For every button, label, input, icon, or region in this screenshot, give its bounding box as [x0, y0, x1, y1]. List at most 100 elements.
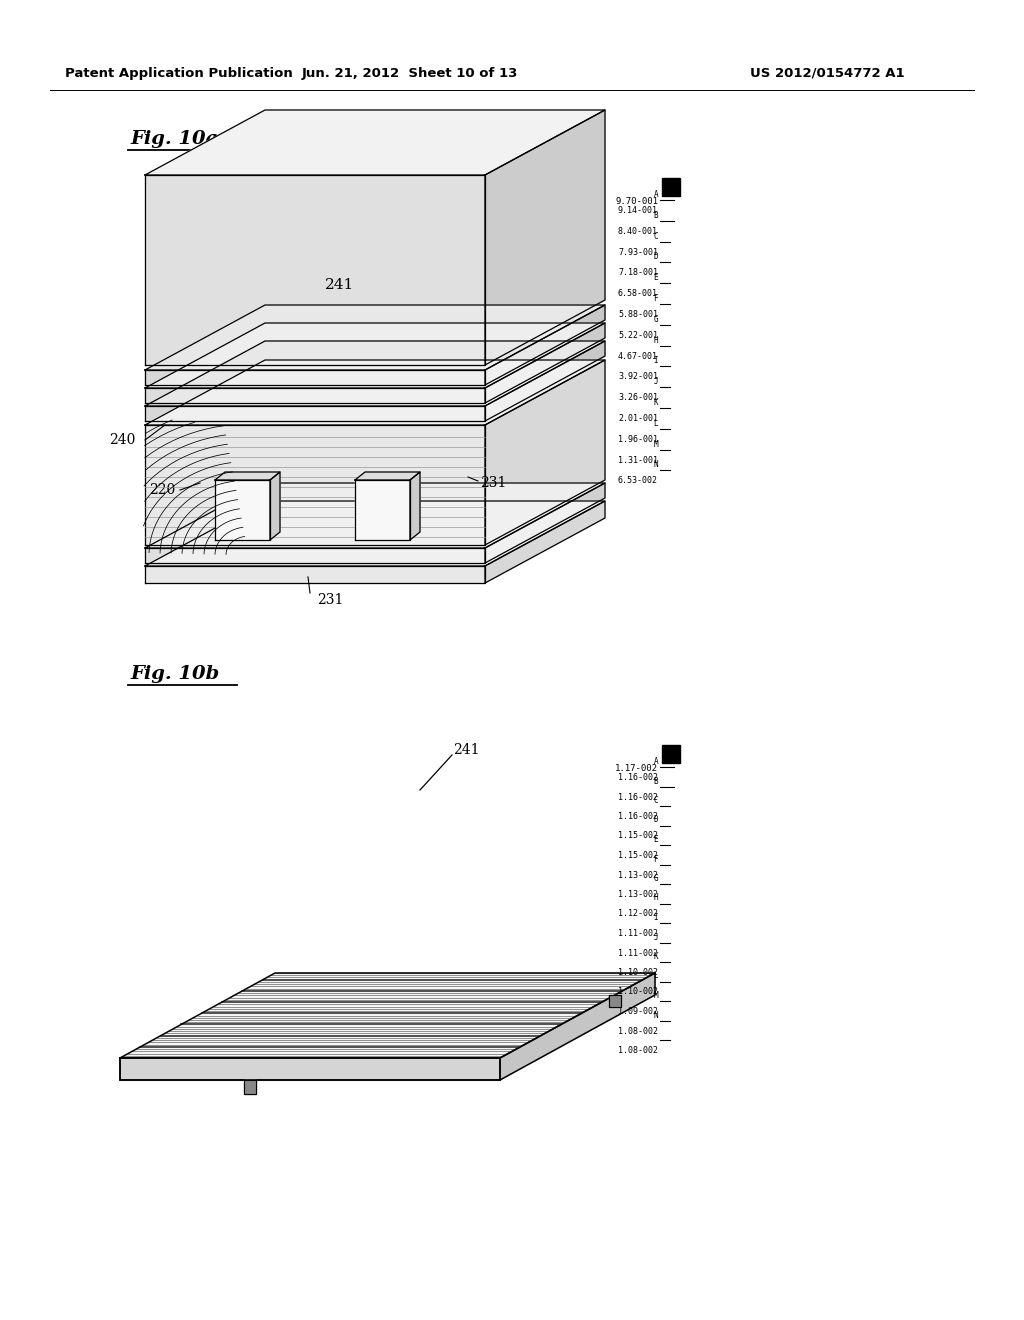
Text: 1.17-002: 1.17-002 [615, 764, 658, 774]
Polygon shape [145, 323, 605, 388]
Polygon shape [145, 425, 485, 545]
Text: C: C [653, 231, 658, 240]
Polygon shape [145, 370, 485, 385]
Polygon shape [120, 973, 655, 1059]
Text: F: F [653, 294, 658, 304]
Text: A: A [653, 756, 658, 766]
Polygon shape [270, 473, 280, 540]
Text: 7.93-001: 7.93-001 [618, 248, 658, 256]
Text: B: B [653, 211, 658, 220]
Text: F: F [653, 854, 658, 863]
Text: 1.15-002: 1.15-002 [618, 851, 658, 861]
Polygon shape [609, 995, 621, 1007]
Text: 1.13-002: 1.13-002 [618, 890, 658, 899]
Polygon shape [145, 407, 485, 421]
Text: 1.11-002: 1.11-002 [618, 949, 658, 957]
Text: 5.88-001: 5.88-001 [618, 310, 658, 319]
Polygon shape [410, 473, 420, 540]
Polygon shape [145, 110, 605, 176]
Text: M: M [653, 440, 658, 449]
Polygon shape [500, 973, 655, 1080]
Text: D: D [653, 816, 658, 825]
Polygon shape [244, 1080, 256, 1094]
Text: K: K [653, 399, 658, 407]
Text: 1.08-002: 1.08-002 [618, 1027, 658, 1035]
Polygon shape [215, 473, 280, 480]
Text: 1.15-002: 1.15-002 [618, 832, 658, 841]
Text: C: C [653, 796, 658, 805]
Text: E: E [653, 836, 658, 843]
Text: 1.16-002: 1.16-002 [618, 812, 658, 821]
Text: H: H [653, 335, 658, 345]
Polygon shape [485, 341, 605, 421]
Text: I: I [653, 356, 658, 366]
Text: 1.11-002: 1.11-002 [618, 929, 658, 939]
Text: 241: 241 [326, 279, 354, 292]
Text: 1.16-002: 1.16-002 [618, 792, 658, 801]
Text: K: K [653, 952, 658, 961]
Text: 8.40-001: 8.40-001 [618, 227, 658, 236]
Text: A: A [653, 190, 658, 199]
Polygon shape [355, 473, 420, 480]
Text: 1.31-001: 1.31-001 [618, 455, 658, 465]
Text: B: B [653, 776, 658, 785]
Text: N: N [653, 461, 658, 470]
Text: J: J [653, 932, 658, 941]
Polygon shape [145, 548, 485, 564]
Text: 1.08-002: 1.08-002 [618, 1045, 658, 1055]
Text: 231: 231 [480, 477, 507, 490]
Text: L: L [653, 972, 658, 981]
Text: G: G [653, 314, 658, 323]
Polygon shape [120, 1059, 500, 1080]
Text: L: L [653, 418, 658, 428]
Polygon shape [145, 305, 605, 370]
Polygon shape [355, 480, 410, 540]
Text: 1.12-002: 1.12-002 [618, 909, 658, 919]
Text: 1.10-002: 1.10-002 [618, 968, 658, 977]
Text: 1.10-002: 1.10-002 [618, 987, 658, 997]
Polygon shape [485, 360, 605, 545]
Text: Patent Application Publication: Patent Application Publication [65, 66, 293, 79]
Text: I: I [653, 913, 658, 921]
Text: 1.13-002: 1.13-002 [618, 870, 658, 879]
Text: 3.26-001: 3.26-001 [618, 393, 658, 403]
Text: 6.53-002: 6.53-002 [618, 477, 658, 486]
Polygon shape [485, 323, 605, 403]
Polygon shape [662, 744, 680, 763]
Polygon shape [145, 483, 605, 548]
Text: 1.09-002: 1.09-002 [618, 1007, 658, 1016]
Text: 1.96-001: 1.96-001 [618, 434, 658, 444]
Text: D: D [653, 252, 658, 261]
Polygon shape [662, 178, 680, 195]
Text: 5.22-001: 5.22-001 [618, 331, 658, 339]
Text: 231: 231 [316, 593, 343, 607]
Text: Fig. 10a: Fig. 10a [130, 129, 218, 148]
Text: E: E [653, 273, 658, 282]
Polygon shape [145, 176, 485, 366]
Text: 220: 220 [148, 483, 175, 498]
Text: N: N [653, 1011, 658, 1019]
Polygon shape [485, 305, 605, 385]
Polygon shape [145, 341, 605, 407]
Polygon shape [145, 360, 605, 425]
Polygon shape [485, 110, 605, 366]
Text: 6.58-001: 6.58-001 [618, 289, 658, 298]
Text: 2.01-001: 2.01-001 [618, 414, 658, 422]
Text: 3.92-001: 3.92-001 [618, 372, 658, 381]
Polygon shape [215, 480, 270, 540]
Text: G: G [653, 874, 658, 883]
Text: 7.18-001: 7.18-001 [618, 268, 658, 277]
Polygon shape [485, 483, 605, 564]
Text: 1.16-002: 1.16-002 [618, 774, 658, 781]
Text: Jun. 21, 2012  Sheet 10 of 13: Jun. 21, 2012 Sheet 10 of 13 [302, 66, 518, 79]
Polygon shape [145, 388, 485, 403]
Text: 9.14-001: 9.14-001 [618, 206, 658, 215]
Polygon shape [145, 566, 485, 583]
Text: Fig. 10b: Fig. 10b [130, 665, 219, 682]
Text: 9.70-001: 9.70-001 [615, 197, 658, 206]
Polygon shape [145, 502, 605, 566]
Polygon shape [485, 502, 605, 583]
Text: 4.67-001: 4.67-001 [618, 351, 658, 360]
Text: H: H [653, 894, 658, 903]
Text: 241: 241 [453, 743, 479, 756]
